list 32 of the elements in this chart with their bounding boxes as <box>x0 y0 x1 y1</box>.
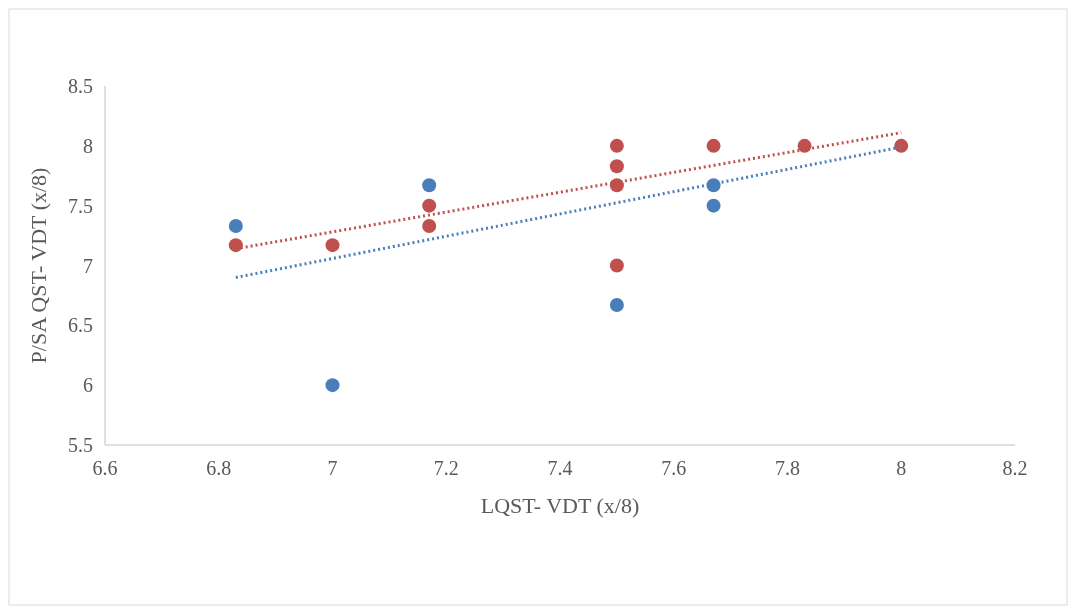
y-tick-label: 5.5 <box>68 434 93 456</box>
x-tick-label: 7.6 <box>661 457 687 479</box>
x-tick-label: 8 <box>896 457 907 479</box>
point <box>422 178 437 193</box>
point <box>228 219 243 234</box>
point <box>325 378 340 393</box>
point <box>609 159 624 174</box>
point <box>325 238 340 253</box>
x-tick-label: 7.8 <box>775 457 800 479</box>
y-tick-label: 8.5 <box>68 75 93 97</box>
y-tick-label: 6 <box>83 374 93 397</box>
x-tick-label: 7.2 <box>433 457 459 479</box>
point <box>609 138 624 153</box>
x-tick-label: 6.6 <box>92 457 118 479</box>
point <box>894 138 909 153</box>
point <box>422 198 437 213</box>
y-tick-label: 6.5 <box>68 314 93 337</box>
x-tick-label: 7 <box>327 457 338 479</box>
point <box>609 258 624 273</box>
y-axis-title: P/SA QST- VDT (x/8) <box>26 167 51 364</box>
point <box>422 219 437 234</box>
point <box>706 138 721 153</box>
point <box>609 297 624 312</box>
y-tick-label: 8 <box>83 134 93 157</box>
x-axis-title: LQST- VDT (x/8) <box>480 493 640 518</box>
point <box>706 198 721 213</box>
x-tick-label: 6.8 <box>206 457 232 479</box>
y-tick-label: 7.5 <box>68 194 93 217</box>
point <box>228 238 243 253</box>
x-tick-label: 8.2 <box>1002 457 1028 479</box>
y-tick-label: 7 <box>83 254 93 277</box>
x-tick-label: 7.4 <box>547 457 573 479</box>
